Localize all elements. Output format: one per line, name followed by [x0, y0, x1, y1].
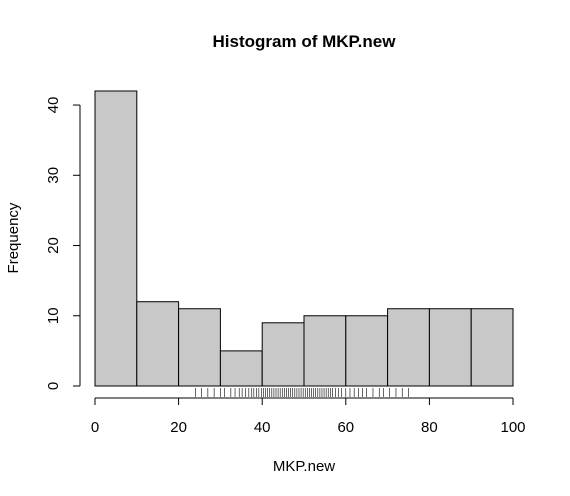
x-tick-label: 40 [254, 419, 271, 436]
y-tick-label: 10 [45, 307, 62, 324]
histogram-bar [345, 315, 389, 387]
x-axis: 0 20 40 60 80 100 [91, 397, 526, 436]
histogram-bar [178, 308, 221, 387]
x-axis-label: MKP.new [273, 458, 335, 475]
chart-title: Histogram of MKP.new [213, 32, 397, 51]
histogram-bar [219, 350, 263, 387]
x-tick-label: 60 [337, 419, 354, 436]
histogram-bar [470, 308, 514, 387]
histogram-bar [261, 322, 305, 387]
x-tick-label: 20 [170, 419, 187, 436]
histogram-bar [428, 308, 472, 387]
rug-group [195, 388, 409, 397]
y-axis: 0 10 20 30 40 [45, 97, 81, 390]
histogram-bar [94, 90, 138, 387]
histogram-bar [136, 301, 180, 387]
y-tick-label: 40 [45, 97, 62, 114]
y-tick-label: 20 [45, 237, 62, 254]
x-tick-label: 0 [91, 419, 99, 436]
y-tick-label: 0 [45, 382, 62, 390]
histogram-bar [387, 308, 430, 387]
y-tick-label: 30 [45, 167, 62, 184]
x-tick-label: 80 [421, 419, 438, 436]
x-tick-label: 100 [500, 419, 525, 436]
histogram-bar [303, 315, 347, 387]
y-axis-label: Frequency [5, 202, 22, 273]
bars-group [94, 90, 514, 387]
